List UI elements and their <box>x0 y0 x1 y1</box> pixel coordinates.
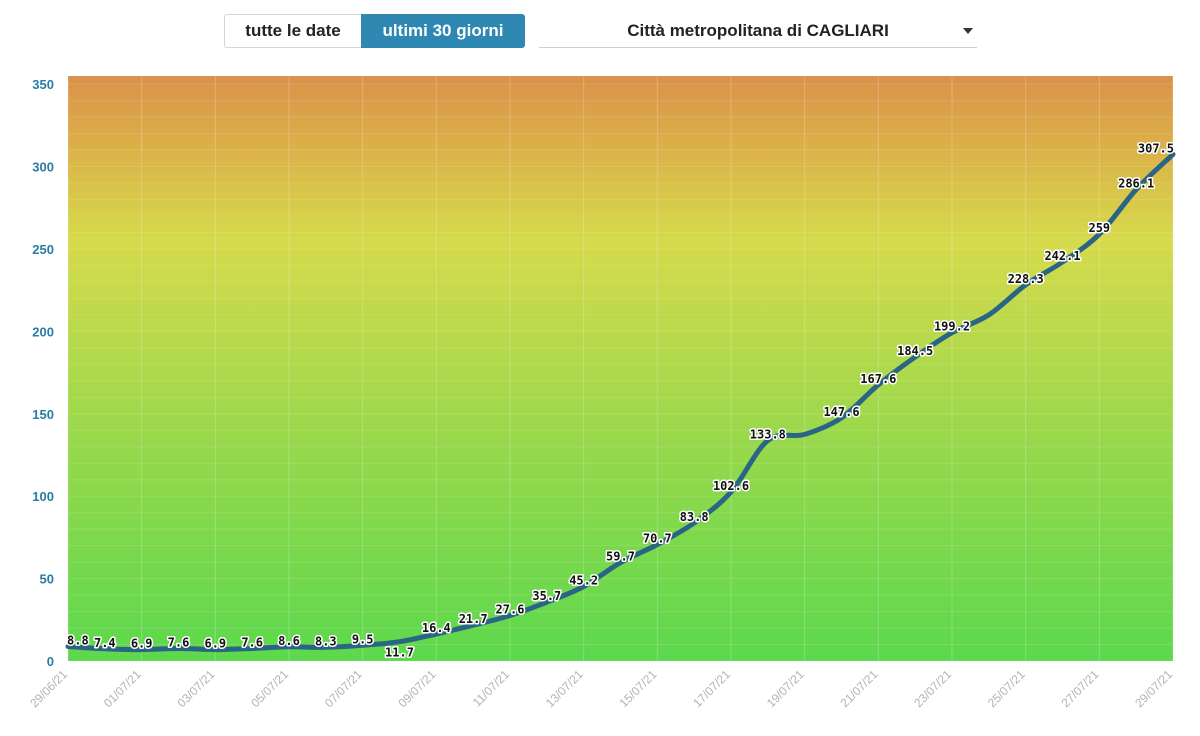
data-label: 16.4 <box>422 621 451 635</box>
x-tick-label: 11/07/21 <box>470 667 513 710</box>
x-tick-label: 21/07/21 <box>838 667 881 710</box>
area-select-value: Città metropolitana di CAGLIARI <box>627 20 889 40</box>
all-dates-button[interactable]: tutte le date <box>224 14 361 48</box>
data-label: 7.4 <box>94 636 116 650</box>
data-label: 133.8 <box>750 428 786 442</box>
y-tick-label: 200 <box>32 324 54 339</box>
data-label: 35.7 <box>532 589 561 603</box>
data-label: 7.6 <box>168 635 190 649</box>
x-tick-label: 15/07/21 <box>617 667 660 710</box>
data-label: 7.6 <box>241 635 263 649</box>
x-tick-label: 29/07/21 <box>1132 667 1175 710</box>
data-label: 6.9 <box>204 637 226 651</box>
last-30-days-button[interactable]: ultimi 30 giorni <box>361 14 525 48</box>
x-tick-label: 17/07/21 <box>690 667 733 710</box>
x-tick-label: 27/07/21 <box>1059 667 1102 710</box>
x-tick-label: 13/07/21 <box>543 667 586 710</box>
controls-bar: tutte le date ultimi 30 giorni Città met… <box>0 0 1200 60</box>
x-tick-label: 19/07/21 <box>764 667 807 710</box>
data-label: 259 <box>1088 221 1110 235</box>
data-label: 199.2 <box>934 320 970 334</box>
x-tick-label: 25/07/21 <box>985 667 1028 710</box>
data-label: 70.7 <box>643 531 672 545</box>
area-select[interactable]: Città metropolitana di CAGLIARI <box>539 14 977 48</box>
plot-background <box>68 76 1173 661</box>
grid-lines <box>67 76 1174 662</box>
data-label: 45.2 <box>569 574 598 588</box>
x-axis: 29/06/21 01/07/21 03/07/21 05/07/21 07/07/21… <box>27 667 1175 710</box>
y-tick-label: 250 <box>32 242 54 257</box>
x-tick-label: 05/07/21 <box>248 667 291 710</box>
y-tick-label: 0 <box>47 654 54 669</box>
x-tick-label: 01/07/21 <box>101 667 144 710</box>
y-tick-label: 300 <box>32 160 54 175</box>
data-label: 21.7 <box>459 612 488 626</box>
y-tick-label: 100 <box>32 489 54 504</box>
series-line <box>65 151 1176 653</box>
data-label: 11.7 <box>385 646 414 660</box>
data-label: 242.1 <box>1044 249 1080 263</box>
data-label: 27.6 <box>496 603 525 617</box>
x-tick-label: 09/07/21 <box>396 667 439 710</box>
data-label: 228.3 <box>1008 272 1044 286</box>
data-label: 8.6 <box>278 634 300 648</box>
data-labels: 8.8 7.4 6.9 7.6 6.9 7.6 8.6 8.3 9.5 11.7 16.4 21.7 2… <box>66 140 1176 661</box>
data-label: 167.6 <box>860 372 896 386</box>
y-tick-label: 50 <box>40 572 54 587</box>
x-tick-label: 29/06/21 <box>27 667 70 710</box>
data-label: 59.7 <box>606 550 635 564</box>
data-label: 83.8 <box>680 510 709 524</box>
data-label: 184.5 <box>897 344 933 358</box>
chevron-down-icon <box>963 28 973 34</box>
data-label: 9.5 <box>352 632 374 646</box>
data-label: 8.3 <box>315 634 337 648</box>
data-label: 147.6 <box>823 405 859 419</box>
data-label: 286.1 <box>1118 177 1154 191</box>
y-tick-label: 150 <box>32 407 54 422</box>
data-label: 102.6 <box>713 479 749 493</box>
x-tick-label: 07/07/21 <box>322 667 365 710</box>
data-label: 6.9 <box>131 637 153 651</box>
x-tick-label: 03/07/21 <box>175 667 218 710</box>
y-tick-label: 350 <box>32 77 54 92</box>
y-axis: 0 50 100 150 200 250 300 350 <box>32 77 54 669</box>
data-label: 307.5 <box>1138 141 1174 155</box>
x-tick-label: 23/07/21 <box>911 667 954 710</box>
data-label: 8.8 <box>67 633 89 647</box>
